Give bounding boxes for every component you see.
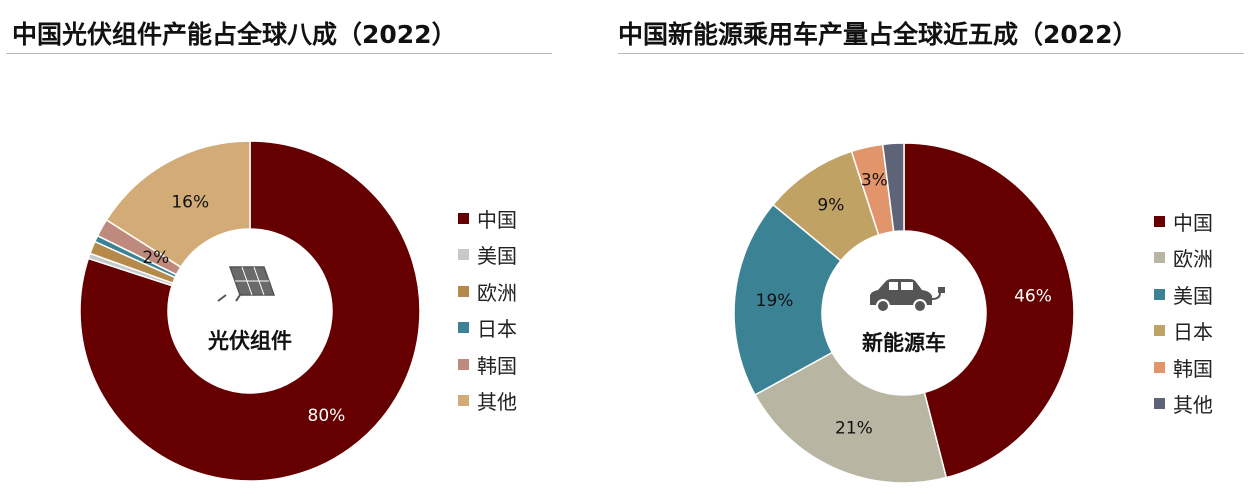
data-label-6: 16% (171, 192, 209, 212)
legend-item: 美国 (1154, 276, 1213, 313)
pie-slice-1 (903, 142, 1075, 479)
legend-item: 韩国 (1154, 349, 1213, 386)
pie-slice-1 (79, 140, 421, 482)
legend-label: 韩国 (477, 353, 517, 378)
legend-swatch (1154, 398, 1165, 410)
pie-slice-6 (105, 140, 251, 269)
legend-item: 韩国 (458, 346, 517, 383)
legend-item: 中国 (1154, 203, 1213, 240)
legend-label: 日本 (477, 317, 517, 342)
data-label-3: 19% (756, 291, 794, 311)
legend-label: 美国 (477, 244, 517, 269)
pie-slices (733, 142, 1075, 484)
legend-label: 欧洲 (477, 280, 517, 305)
pie-slices (79, 140, 421, 482)
solar-panel-icon (217, 266, 276, 302)
legend-item: 美国 (458, 237, 517, 274)
data-label-5: 2% (142, 248, 169, 268)
legend-item: 中国 (458, 200, 517, 237)
legend-item: 其他 (458, 383, 517, 420)
data-label-1: 46% (1014, 287, 1052, 307)
legend-item: 欧洲 (458, 273, 517, 310)
nev-legend: 中国欧洲美国日本韩国其他 (1154, 203, 1213, 422)
title-divider (618, 53, 1244, 54)
chart-panel-pv: 中国光伏组件产能占全球八成（2022） 80% 2% 16% 光伏组件 中国美国欧洲日… (0, 0, 612, 497)
pv-donut-chart: 80% 2% 16% 光伏组件 (79, 140, 421, 482)
pie-slice-2 (754, 351, 948, 484)
title-divider (6, 53, 552, 54)
data-label-1: 80% (308, 406, 346, 426)
nev-donut-chart: 46% 21% 19% 9% 3% 新能源车 (733, 142, 1075, 484)
data-label-5: 3% (861, 170, 888, 190)
data-label-2: 21% (835, 419, 873, 439)
legend-item: 日本 (1154, 313, 1213, 350)
legend-item: 其他 (1154, 386, 1213, 423)
chart-title: 中国新能源乘用车产量占全球近五成（2022） (618, 20, 1138, 49)
center-label: 新能源车 (862, 331, 946, 355)
legend-swatch (458, 249, 469, 261)
legend-swatch (1154, 288, 1165, 300)
data-label-4: 9% (817, 195, 844, 215)
pv-legend: 中国美国欧洲日本韩国其他 (458, 200, 517, 419)
chart-panel-nev: 中国新能源乘用车产量占全球近五成（2022） 46% 21% 19% 9% 3% 新能源车… (612, 0, 1250, 497)
chart-title: 中国光伏组件产能占全球八成（2022） (12, 20, 457, 49)
legend-swatch (458, 322, 469, 334)
legend-label: 中国 (1173, 210, 1213, 235)
legend-item: 日本 (458, 310, 517, 347)
legend-label: 其他 (477, 390, 517, 415)
legend-label: 其他 (1173, 393, 1213, 418)
legend-label: 中国 (477, 207, 517, 232)
legend-swatch (1154, 325, 1165, 337)
legend-swatch (1154, 252, 1165, 264)
legend-swatch (1154, 361, 1165, 373)
legend-label: 美国 (1173, 283, 1213, 308)
legend-swatch (458, 212, 469, 224)
legend-swatch (458, 358, 469, 370)
legend-label: 日本 (1173, 320, 1213, 345)
legend-label: 韩国 (1173, 356, 1213, 381)
electric-car-icon (870, 279, 945, 313)
legend-swatch (1154, 215, 1165, 227)
slice-labels: 80% 2% 16% (142, 192, 345, 426)
legend-swatch (458, 285, 469, 297)
legend-swatch (458, 395, 469, 407)
pie-slice-3 (733, 203, 842, 396)
pie-slice-6 (881, 142, 905, 233)
center-label: 光伏组件 (207, 329, 292, 353)
slice-labels: 46% 21% 19% 9% 3% (756, 170, 1052, 438)
legend-label: 欧洲 (1173, 247, 1213, 272)
legend-item: 欧洲 (1154, 240, 1213, 277)
